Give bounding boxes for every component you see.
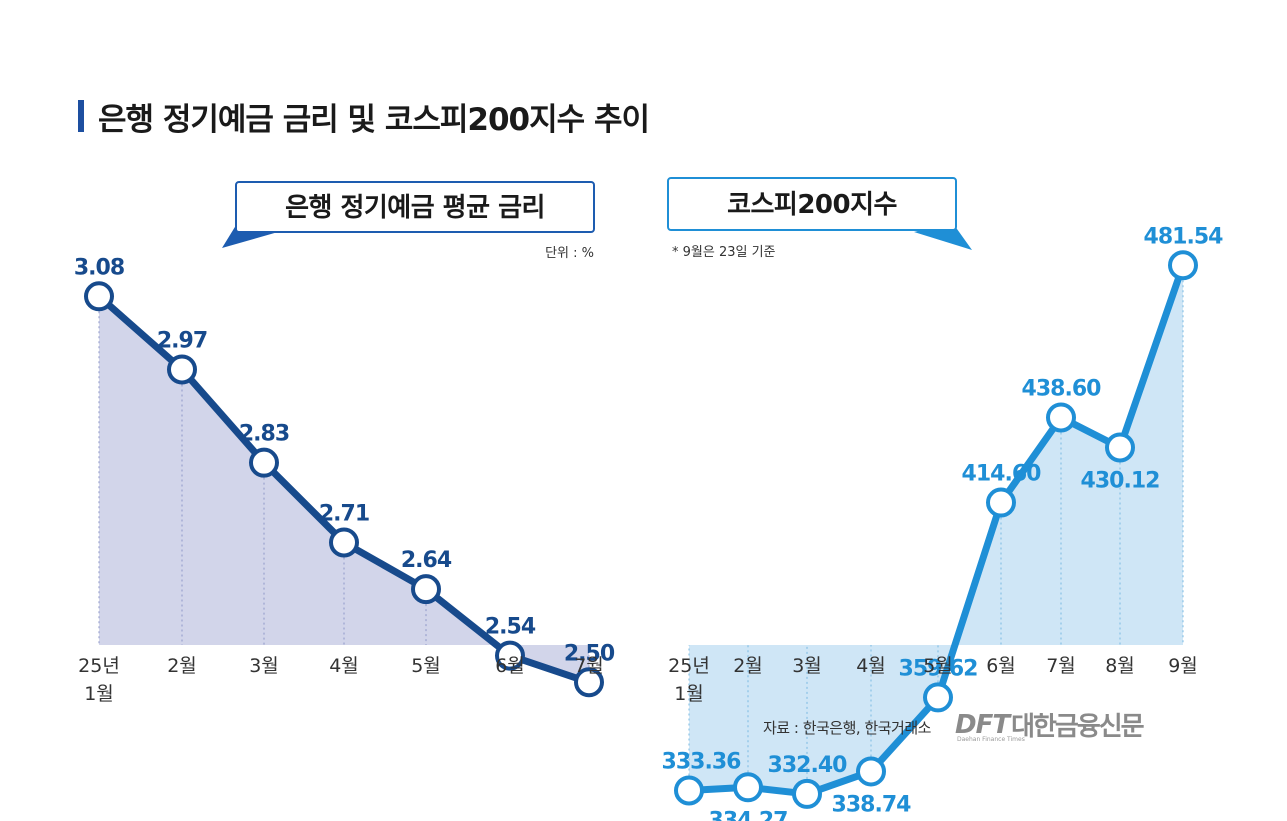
logo-dft: DFT bbox=[955, 709, 1010, 740]
x-tick-label: 4월 bbox=[856, 655, 886, 677]
data-label: 438.60 bbox=[1022, 376, 1102, 401]
area-fill-0 bbox=[99, 296, 589, 683]
data-label: 2.71 bbox=[319, 502, 369, 527]
data-label: 2.97 bbox=[157, 329, 207, 354]
kospi-header-box bbox=[667, 177, 957, 231]
data-point bbox=[923, 682, 953, 713]
data-point bbox=[167, 354, 197, 385]
data-point bbox=[574, 667, 604, 698]
data-point bbox=[495, 640, 525, 671]
data-label: 2.64 bbox=[401, 548, 452, 573]
data-label: 334.27 bbox=[709, 808, 788, 821]
data-label: 333.36 bbox=[662, 750, 742, 775]
data-label: 414.60 bbox=[962, 462, 1042, 487]
kospi-unit-note: * 9월은 23일 기준 bbox=[672, 245, 776, 260]
publisher-logo: DFT 대한금융신문 Daehan Finance Times bbox=[955, 706, 1145, 744]
data-point bbox=[674, 775, 704, 806]
data-label: 430.12 bbox=[1081, 469, 1160, 494]
title-accent-bar bbox=[78, 100, 84, 132]
kospi-header: 코스피200지수 * 9월은 23일 기준 bbox=[667, 177, 972, 260]
data-label: 338.74 bbox=[832, 792, 912, 817]
deposit-header-box bbox=[235, 181, 595, 233]
data-point bbox=[249, 447, 279, 478]
data-point bbox=[411, 574, 441, 605]
x-tick-label: 6월 bbox=[495, 655, 525, 677]
x-tick-label: 4월 bbox=[329, 655, 359, 677]
deposit-rate-chart: 3.08 2.97 2.83 2.71 2.64 2.54 2.50 25년 1월 2월 3월 4월 5… bbox=[74, 255, 616, 705]
deposit-chart-title: 은행 정기예금 평균 금리 bbox=[285, 193, 545, 223]
data-point bbox=[1105, 432, 1135, 463]
deposit-unit-note: 단위 : % bbox=[545, 246, 594, 261]
logo-subtitle: Daehan Finance Times bbox=[957, 736, 1025, 743]
x-tick-label: 2월 bbox=[167, 655, 197, 677]
main-title: 은행 정기예금 금리 및 코스피200지수 추이 bbox=[98, 101, 650, 138]
data-label: 2.83 bbox=[239, 422, 289, 447]
x-tick-label: 6월 bbox=[986, 655, 1016, 677]
x-tick-label: 3월 bbox=[249, 655, 279, 677]
x-tick-label: 7월 bbox=[1046, 655, 1076, 677]
kospi-chart-title: 코스피200지수 bbox=[727, 190, 897, 220]
deposit-header: 은행 정기예금 평균 금리 단위 : % bbox=[222, 181, 595, 261]
data-label: 359.62 bbox=[899, 656, 978, 681]
x-tick-label: 2월 bbox=[733, 655, 763, 677]
data-label: 481.54 bbox=[1144, 224, 1224, 249]
data-label: 2.50 bbox=[564, 641, 615, 666]
area-fill-1 bbox=[689, 265, 1183, 794]
x-tick-label: 8월 bbox=[1105, 655, 1135, 677]
data-point bbox=[84, 281, 114, 312]
x-tick-label: 3월 bbox=[792, 655, 822, 677]
data-label: 2.54 bbox=[485, 615, 536, 640]
data-point bbox=[856, 756, 886, 787]
data-point bbox=[792, 778, 822, 809]
x-tick-label: 25년 1월 bbox=[668, 655, 710, 705]
data-point bbox=[1046, 402, 1076, 433]
source-note: 자료 : 한국은행, 한국거래소 bbox=[763, 719, 931, 737]
kospi200-chart: 333.36 334.27 332.40 338.74 359.62 414.60 438.… bbox=[662, 224, 1225, 821]
x-tick-label: 5월 bbox=[923, 655, 953, 677]
x-tick-label: 9월 bbox=[1168, 655, 1198, 677]
data-point bbox=[329, 527, 359, 558]
data-point bbox=[733, 772, 763, 803]
logo-name: 대한금융신문 bbox=[1011, 712, 1145, 742]
x-tick-label: 7월 bbox=[574, 655, 604, 677]
data-point bbox=[986, 487, 1016, 518]
x-tick-label: 5월 bbox=[411, 655, 441, 677]
data-label: 332.40 bbox=[768, 753, 848, 778]
data-label: 3.08 bbox=[74, 255, 124, 280]
x-tick-label: 25년 1월 bbox=[78, 655, 120, 705]
chart-title-block: 은행 정기예금 금리 및 코스피200지수 추이 bbox=[78, 96, 650, 138]
data-point bbox=[1168, 250, 1198, 281]
